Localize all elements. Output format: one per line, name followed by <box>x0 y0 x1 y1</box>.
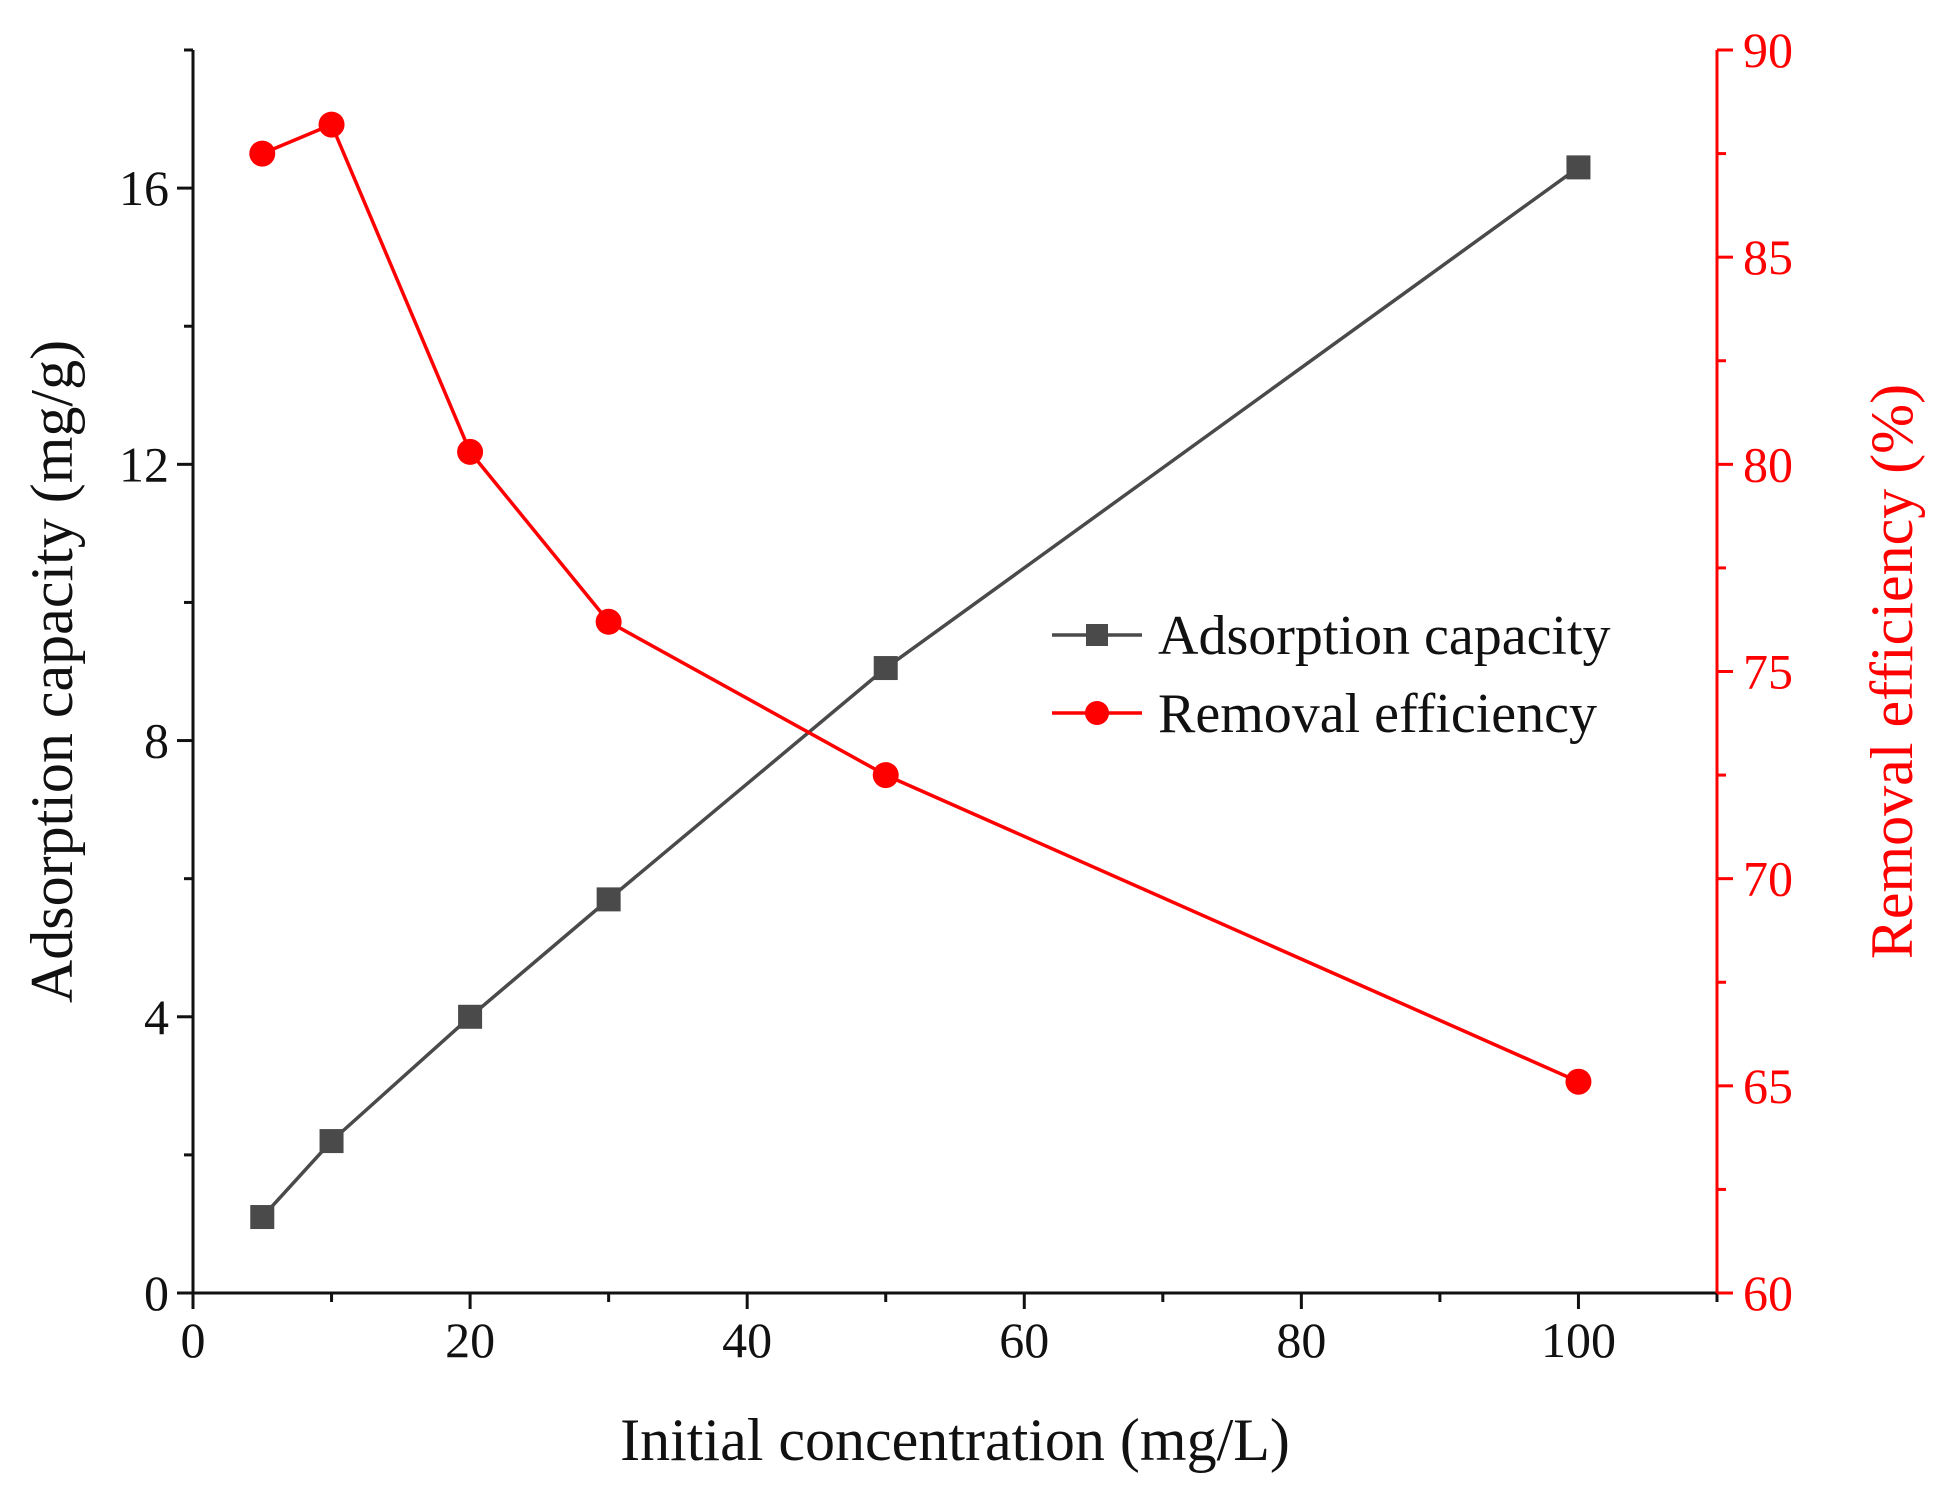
y2-tick-label: 80 <box>1743 436 1793 492</box>
y2-axis-title: Removal efficiency (%) <box>1859 384 1925 959</box>
series-line-0 <box>260 165 1580 1219</box>
data-point-square <box>458 1004 483 1029</box>
plot-series <box>249 111 1592 1230</box>
y2-tick-label: 90 <box>1743 22 1793 78</box>
x-tick-label: 40 <box>722 1312 772 1368</box>
y-axis-title: Adsorption capacity (mg/g) <box>19 340 85 1003</box>
y-tick-label: 0 <box>144 1265 169 1321</box>
x-tick-label: 20 <box>445 1312 495 1368</box>
legend-marker-circle <box>1085 701 1109 725</box>
y2-tick-label: 65 <box>1743 1058 1793 1114</box>
data-point-square <box>319 1129 344 1154</box>
x-tick-label: 60 <box>999 1312 1049 1368</box>
legend-label: Removal efficiency <box>1158 683 1597 745</box>
data-point-square <box>250 1205 275 1230</box>
data-point-square <box>1566 155 1591 180</box>
data-point-circle <box>1565 1068 1592 1095</box>
x-tick-label: 0 <box>181 1312 206 1368</box>
y2-tick-label: 70 <box>1743 851 1793 907</box>
axes: 0 20 40 60 80 100 0 4 8 12 16 60 65 70 75 80 85 90 <box>119 22 1793 1368</box>
legend-marker-square <box>1086 624 1108 646</box>
legend: Adsorption capacity Removal efficiency <box>1052 605 1611 745</box>
x-tick-label: 100 <box>1541 1312 1616 1368</box>
legend-label: Adsorption capacity <box>1158 605 1611 667</box>
data-point-square <box>873 656 898 681</box>
data-point-square <box>596 887 621 912</box>
y2-tick-label: 75 <box>1743 644 1793 700</box>
y-tick-label: 4 <box>144 989 169 1045</box>
y2-tick-label: 60 <box>1743 1265 1793 1321</box>
x-axis-title: Initial concentration (mg/L) <box>620 1407 1290 1473</box>
data-point-circle <box>595 608 622 635</box>
data-point-circle <box>249 140 276 167</box>
y2-tick-label: 85 <box>1743 229 1793 285</box>
data-point-circle <box>457 438 484 465</box>
y-tick-label: 16 <box>119 160 169 216</box>
series-line-1 <box>261 122 1580 1084</box>
data-point-circle <box>872 762 899 789</box>
y-tick-label: 8 <box>144 713 169 769</box>
data-point-circle <box>318 111 345 138</box>
y-tick-label: 12 <box>119 436 169 492</box>
x-tick-label: 80 <box>1276 1312 1326 1368</box>
